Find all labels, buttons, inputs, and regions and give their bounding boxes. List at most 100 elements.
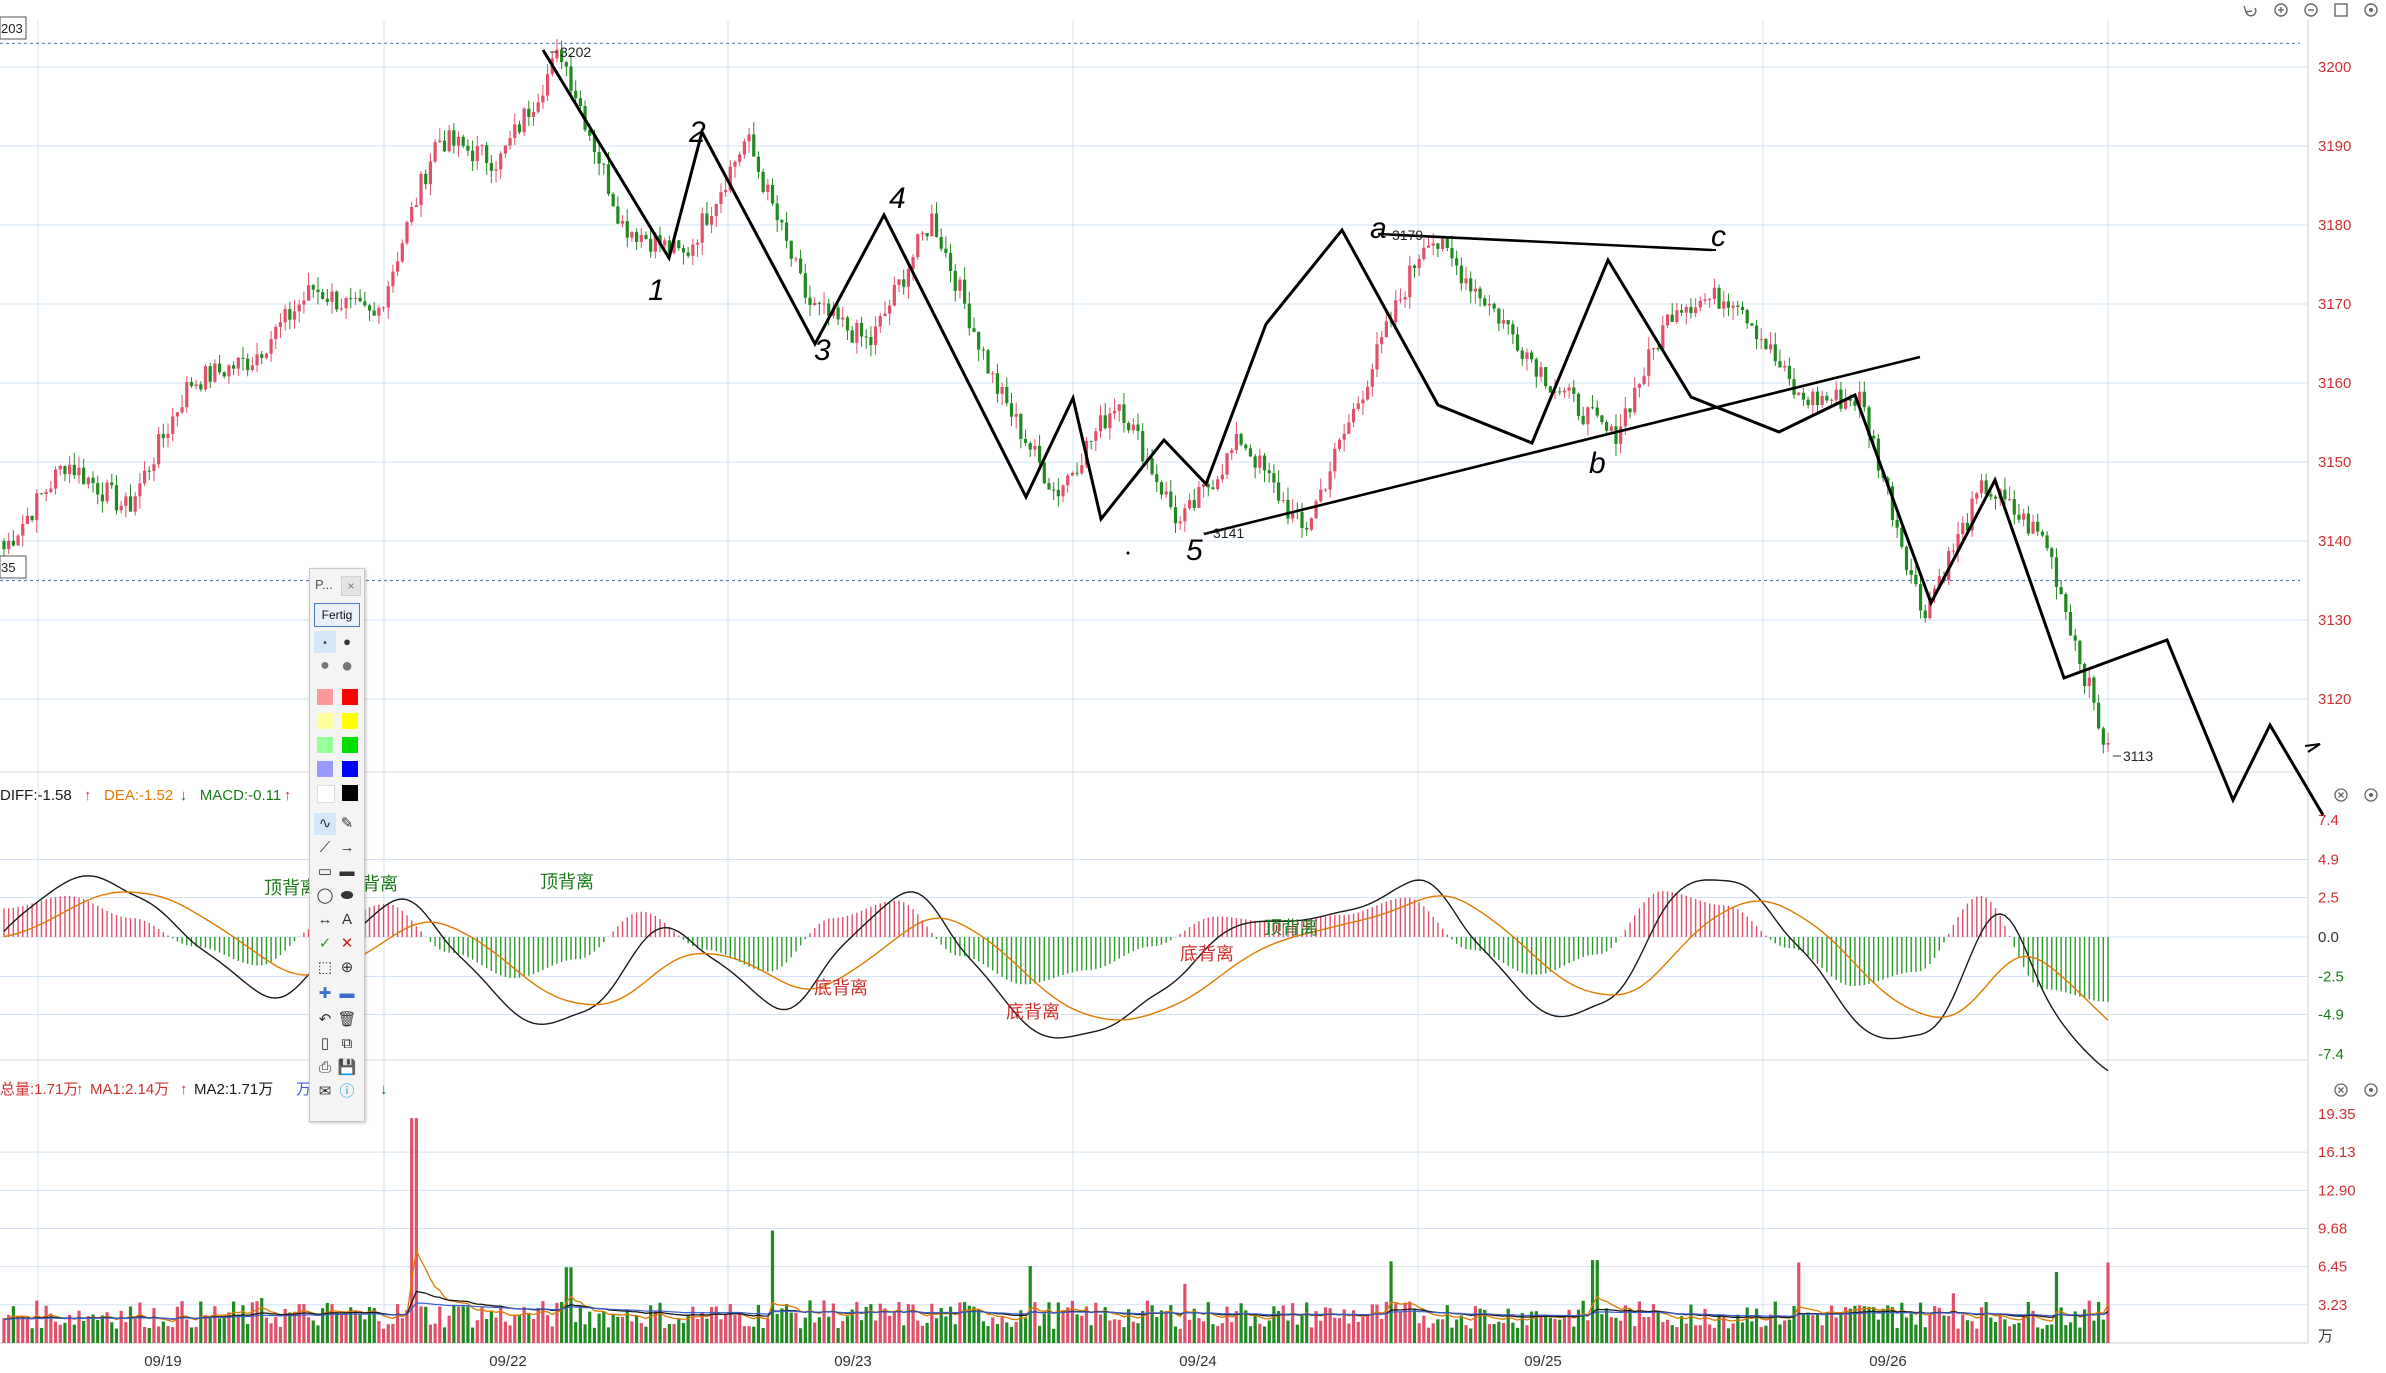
volume-bar bbox=[1455, 1319, 1459, 1343]
filled-rectangle-tool[interactable]: ▬ bbox=[339, 863, 355, 880]
dot-size-xlarge-tool[interactable]: ● bbox=[340, 655, 354, 677]
volume-bar bbox=[1220, 1323, 1224, 1343]
candle-body bbox=[667, 240, 672, 253]
candle-body bbox=[1984, 480, 1988, 495]
select-area-tool[interactable]: ⬚ bbox=[317, 959, 333, 976]
window-icon[interactable] bbox=[2334, 3, 2348, 17]
undo-tool-icon[interactable]: ↶ bbox=[318, 1011, 332, 1028]
color-swatch[interactable] bbox=[317, 689, 333, 705]
color-swatch[interactable] bbox=[342, 761, 358, 777]
wave-label: 3 bbox=[814, 334, 831, 367]
zoom-tool[interactable]: ⊕ bbox=[340, 959, 354, 976]
dot-size-small-tool[interactable]: • bbox=[314, 631, 336, 653]
panel-close-icon[interactable] bbox=[2334, 1083, 2348, 1097]
dot-size-large-tool[interactable]: ● bbox=[320, 657, 330, 674]
volume-bar bbox=[311, 1320, 315, 1343]
volume-bar bbox=[1993, 1321, 1998, 1343]
arrow-tool[interactable]: → bbox=[339, 839, 355, 856]
info-icon[interactable]: ⓘ bbox=[339, 1083, 355, 1100]
new-page-icon[interactable]: ▯ bbox=[320, 1035, 330, 1052]
ellipse-tool[interactable]: ◯ bbox=[316, 887, 334, 904]
color-swatch[interactable] bbox=[342, 737, 358, 753]
candle-body bbox=[194, 384, 198, 387]
print-icon[interactable]: ⎙ bbox=[318, 1059, 331, 1076]
panel-icon-ring bbox=[2334, 788, 2348, 802]
candle-body bbox=[864, 336, 868, 338]
line-tool[interactable]: ⟋ bbox=[319, 839, 331, 856]
settings-icon[interactable] bbox=[2364, 3, 2378, 17]
panel-settings-icon[interactable] bbox=[2364, 788, 2378, 802]
color-swatch[interactable] bbox=[342, 713, 358, 729]
add-icon[interactable]: ✚ bbox=[318, 985, 332, 1002]
volume-bar bbox=[902, 1325, 906, 1343]
panel-settings-icon[interactable] bbox=[2364, 1083, 2378, 1097]
candle-body bbox=[953, 270, 957, 291]
candle-body bbox=[1141, 431, 1145, 462]
color-swatch[interactable] bbox=[317, 761, 333, 777]
filled-ellipse-tool[interactable]: ⬬ bbox=[340, 887, 354, 904]
volume-bar bbox=[213, 1306, 217, 1343]
toolbox-close-button[interactable]: × bbox=[341, 576, 361, 596]
candle-body bbox=[1956, 534, 1960, 551]
copy-icon[interactable]: ⧉ bbox=[341, 1035, 353, 1052]
volume-bar bbox=[58, 1324, 62, 1343]
candle-body bbox=[981, 349, 985, 351]
confirm-icon[interactable]: ✓ bbox=[318, 935, 332, 952]
color-swatch[interactable] bbox=[317, 785, 335, 803]
volume-bar bbox=[1876, 1319, 1880, 1343]
undo-icon[interactable] bbox=[2243, 5, 2257, 17]
color-swatch[interactable] bbox=[342, 785, 358, 801]
done-button[interactable]: Fertig bbox=[314, 603, 360, 627]
candle-body bbox=[2003, 489, 2007, 500]
volume-bar bbox=[1712, 1327, 1716, 1343]
candle-body bbox=[400, 243, 404, 262]
email-icon[interactable]: ✉ bbox=[318, 1083, 332, 1100]
candle-body bbox=[1853, 400, 1857, 406]
zoom-in-icon[interactable] bbox=[2274, 3, 2288, 17]
candle-body bbox=[972, 328, 976, 332]
volume-bar bbox=[827, 1316, 831, 1343]
rectangle-tool[interactable]: ▭ bbox=[317, 863, 333, 880]
save-icon[interactable]: 💾 bbox=[337, 1059, 357, 1076]
volume-bar bbox=[1347, 1323, 1351, 1343]
volume-bar bbox=[1698, 1325, 1702, 1343]
volume-tick-label: 9.68 bbox=[2318, 1220, 2347, 1237]
trash-icon[interactable]: 🗑 bbox=[337, 1011, 357, 1028]
candle-body bbox=[1178, 521, 1182, 524]
candle-body bbox=[1689, 306, 1693, 314]
volume-bar bbox=[1262, 1326, 1267, 1343]
candle-body bbox=[1412, 265, 1417, 268]
text-tool[interactable]: A bbox=[341, 911, 352, 928]
double-arrow-tool[interactable]: ↔ bbox=[317, 911, 333, 928]
pencil-tool[interactable]: ✎ bbox=[340, 815, 354, 832]
volume-bar bbox=[1089, 1325, 1093, 1343]
color-swatch[interactable] bbox=[342, 689, 358, 705]
candle-body bbox=[606, 164, 611, 194]
volume-bar bbox=[1979, 1307, 1984, 1343]
panel-close-icon[interactable] bbox=[2334, 788, 2348, 802]
color-swatch[interactable] bbox=[317, 713, 333, 729]
candle-body bbox=[1483, 298, 1487, 306]
zoom-out-icon[interactable] bbox=[2304, 3, 2318, 17]
candle-body bbox=[1122, 404, 1126, 424]
dot-size-medium-tool[interactable]: ● bbox=[343, 634, 351, 649]
candle-body bbox=[1061, 485, 1065, 497]
candle-body bbox=[1440, 238, 1445, 249]
volume-bar bbox=[1628, 1308, 1632, 1343]
delete-icon[interactable]: ✕ bbox=[340, 935, 354, 952]
remove-icon[interactable]: ▬ bbox=[339, 985, 355, 1002]
volume-bar bbox=[2097, 1301, 2101, 1343]
candle-body bbox=[1605, 422, 1609, 431]
volume-bar bbox=[1356, 1321, 1360, 1343]
volume-bar bbox=[1806, 1312, 1810, 1343]
volume-bar bbox=[2068, 1322, 2073, 1343]
volume-bar bbox=[2040, 1328, 2044, 1343]
candle-body bbox=[995, 373, 1000, 394]
freehand-tool[interactable]: ∿ bbox=[314, 813, 336, 835]
candle-body bbox=[695, 242, 700, 245]
color-swatch[interactable] bbox=[317, 737, 333, 753]
candle-body bbox=[597, 152, 601, 164]
toolbox-header[interactable]: P... × bbox=[313, 573, 361, 596]
volume-bar bbox=[72, 1324, 76, 1343]
volume-bar bbox=[2087, 1300, 2091, 1343]
